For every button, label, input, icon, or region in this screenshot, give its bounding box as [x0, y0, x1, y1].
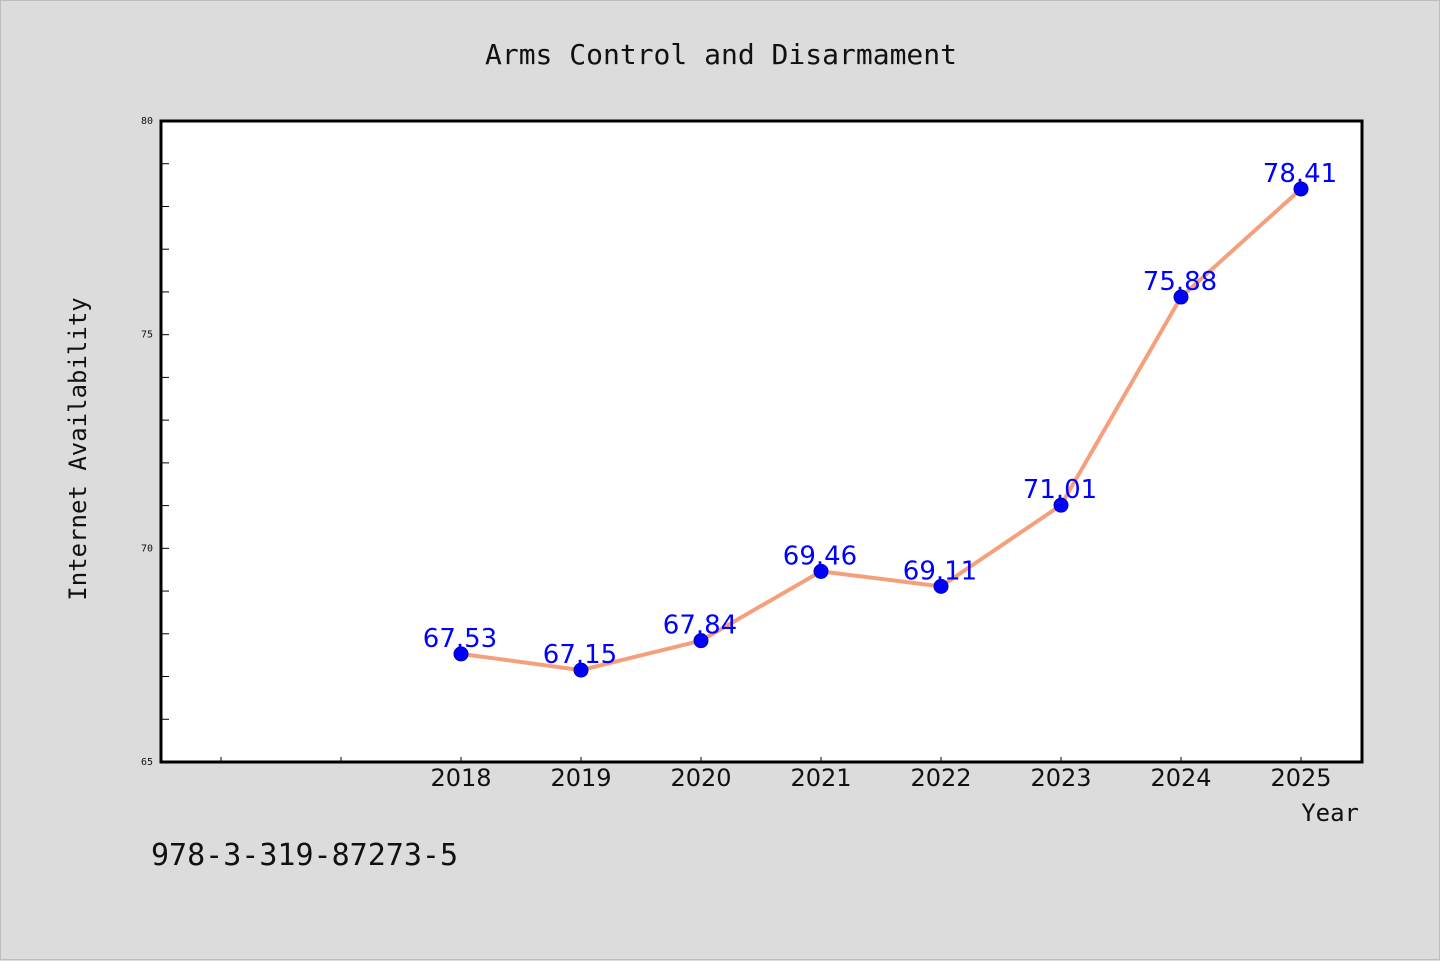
- data-point-marker: [813, 563, 829, 579]
- data-labels: 67.53 67.15 67.84 69.46 69.11 71.01 75.88 78.41: [423, 159, 1337, 670]
- footer-code: 978-3-319-87273-5: [151, 838, 458, 873]
- data-value-label: 67.15: [543, 640, 617, 670]
- data-value-label: 69.46: [783, 541, 857, 571]
- data-value-label: 67.84: [663, 611, 737, 641]
- data-point-marker: [573, 662, 589, 678]
- data-point-marker: [693, 633, 709, 649]
- x-axis-title: Year: [1301, 799, 1359, 827]
- x-tick-label: 2025: [1270, 764, 1331, 792]
- data-point-marker: [933, 578, 949, 594]
- series-markers: [453, 181, 1309, 678]
- y-axis-title: Internet Availability: [64, 297, 92, 600]
- data-value-label: 75.88: [1143, 267, 1217, 297]
- data-value-label: 67.53: [423, 624, 497, 654]
- data-value-label: 71.01: [1023, 475, 1097, 505]
- x-tick-label: 2018: [430, 764, 491, 792]
- data-value-label: 78.41: [1263, 159, 1337, 189]
- data-point-marker: [1293, 181, 1309, 197]
- y-tick-label: 80: [141, 116, 153, 127]
- plot-area: [159, 119, 1364, 764]
- chart-title: Arms Control and Disarmament: [485, 38, 957, 71]
- y-tick-label: 75: [141, 330, 153, 341]
- data-point-marker: [1173, 289, 1189, 305]
- y-axis-ticks: 65 70 75 80: [141, 116, 169, 768]
- x-tick-label: 2022: [910, 764, 971, 792]
- x-tick-label: 2020: [670, 764, 731, 792]
- x-tick-label: 2021: [790, 764, 851, 792]
- x-tick-label: 2019: [550, 764, 611, 792]
- x-tick-label: 2024: [1150, 764, 1211, 792]
- series-line: [459, 186, 1303, 673]
- x-tick-label: 2023: [1030, 764, 1091, 792]
- data-point-marker: [1053, 497, 1069, 513]
- y-tick-label: 70: [141, 543, 153, 554]
- y-tick-label: 65: [141, 757, 153, 768]
- x-axis-ticks: 2018 2019 2020 2021 2022 2023 2024 2025: [220, 757, 1332, 792]
- data-point-marker: [453, 646, 469, 662]
- data-value-label: 69.11: [903, 556, 977, 586]
